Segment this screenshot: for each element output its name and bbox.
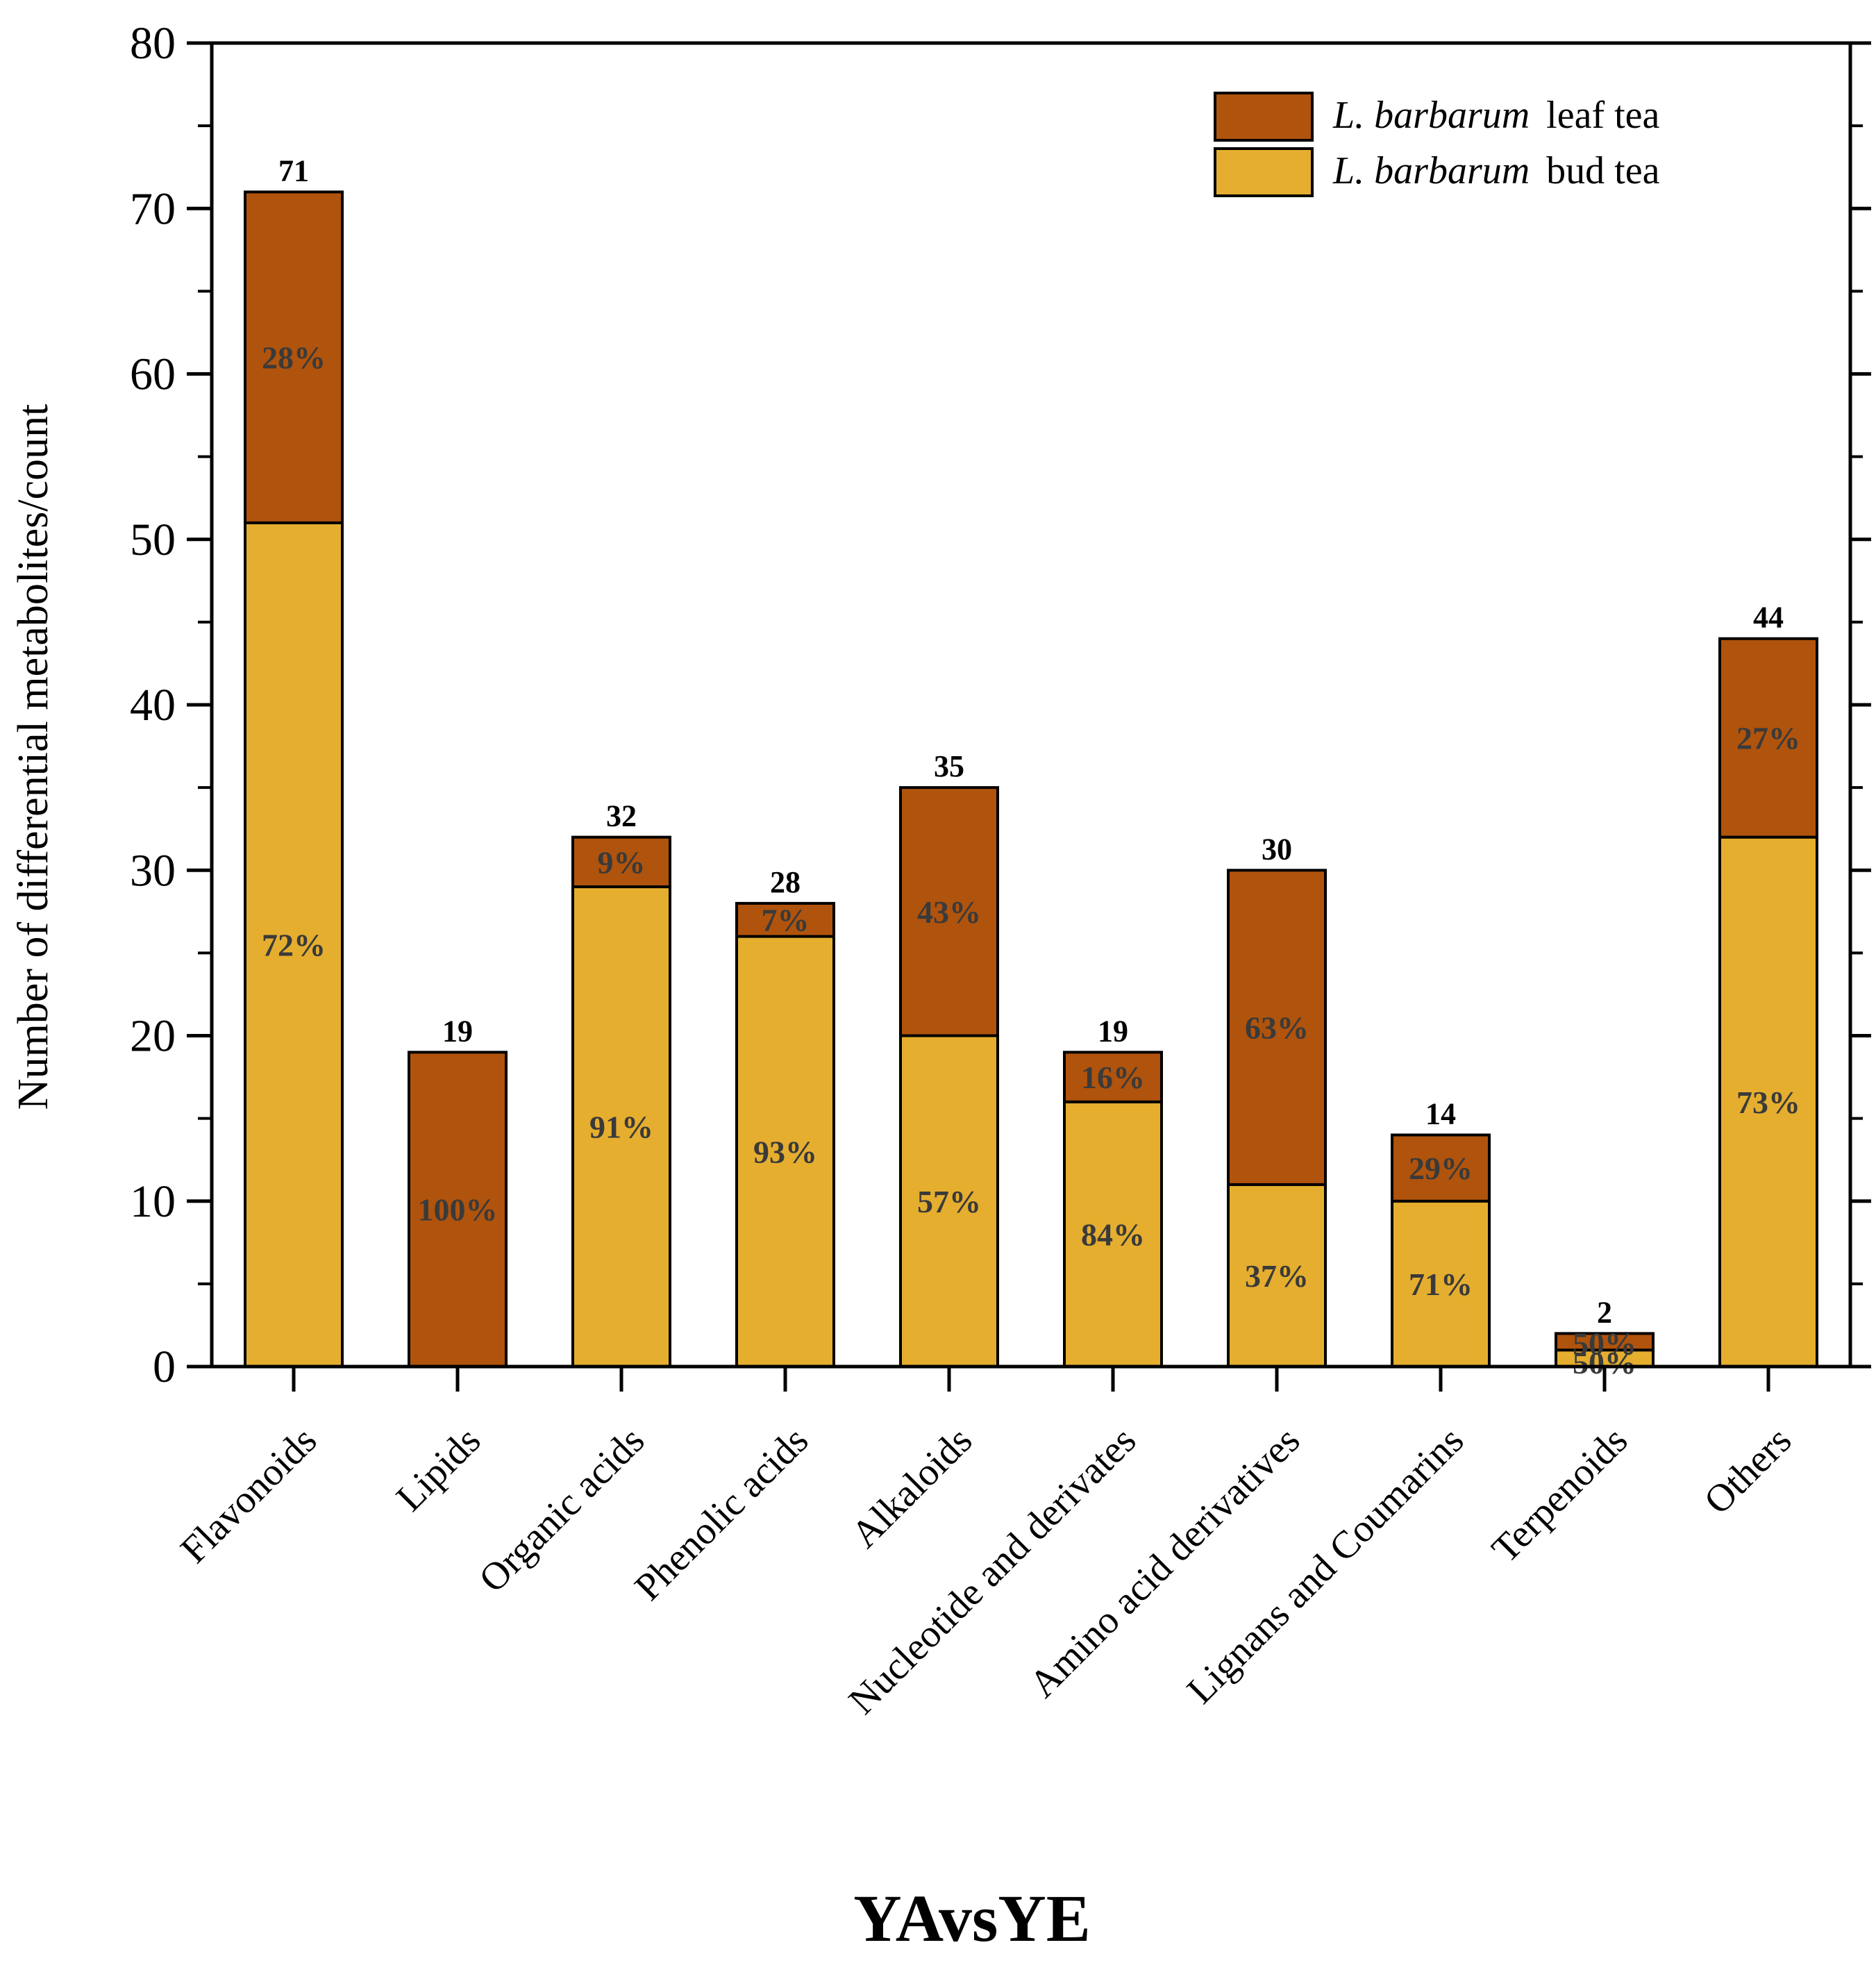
legend-species: L. barbarum <box>1332 94 1530 137</box>
y-tick-label: 50 <box>130 515 176 565</box>
percent-label-leaf: 100% <box>418 1192 498 1228</box>
percent-label-bud: 93% <box>753 1134 817 1169</box>
tick-layer: 0 10 20 30 40 50 60 70 80 Flavonoids LipidsOrganic… <box>130 18 1871 1723</box>
x-tick-label: Others <box>1696 1419 1800 1522</box>
total-label: 2 <box>1597 1295 1612 1329</box>
total-label: 19 <box>442 1014 473 1048</box>
percent-label-bud: 50% <box>1573 1345 1636 1380</box>
percent-label-bud: 57% <box>917 1184 981 1219</box>
bar-leaf-tea <box>899 786 999 1037</box>
y-tick-label: 40 <box>130 680 176 731</box>
percent-label-bud: 71% <box>1409 1267 1473 1302</box>
percent-label-leaf: 7% <box>762 903 810 938</box>
bar-bud-tea <box>571 885 671 1368</box>
percent-label-bud: 37% <box>1245 1258 1309 1294</box>
bar-bud-tea <box>1227 1183 1327 1369</box>
percent-label-leaf: 27% <box>1736 721 1800 756</box>
y-tick-label: 10 <box>130 1176 176 1227</box>
bar-leaf-tea <box>1063 1051 1163 1103</box>
x-tick-label: Phenolic acids <box>627 1419 817 1609</box>
total-label: 71 <box>278 153 309 187</box>
x-tick-label: Nucleotide and derivates <box>841 1419 1144 1722</box>
y-tick-label: 20 <box>130 1011 176 1062</box>
y-tick-label: 70 <box>130 183 176 234</box>
percent-label-bud: 72% <box>262 927 326 962</box>
bar-leaf-tea <box>1718 637 1818 839</box>
legend-species: L. barbarum <box>1332 149 1530 192</box>
legend: L. barbarum leaf tea L. barbarum bud tea <box>1214 92 1660 197</box>
legend-suffix: leaf tea <box>1546 94 1659 137</box>
x-tick-label: Alkaloids <box>843 1419 980 1556</box>
bar-bud-tea <box>899 1034 999 1368</box>
y-tick-label: 30 <box>130 845 176 896</box>
x-tick-label: Lignans and Coumarins <box>1179 1419 1472 1712</box>
percent-label-bud: 91% <box>589 1110 653 1145</box>
total-label: 14 <box>1425 1096 1456 1130</box>
percent-label-bud: 73% <box>1736 1085 1800 1120</box>
percent-label-leaf: 28% <box>262 340 326 376</box>
percent-label-bud: 84% <box>1081 1217 1145 1252</box>
axes-layer <box>210 41 1852 1369</box>
bar-leaf-tea <box>1391 1133 1491 1203</box>
x-tick-label: Amino acid derivatives <box>1021 1419 1308 1705</box>
bar-bud-tea <box>244 521 344 1368</box>
legend-item-leaf-tea-swatch <box>1214 92 1314 142</box>
bar-leaf-tea <box>408 1051 508 1368</box>
chart-title: YAvsYE <box>853 1881 1090 1955</box>
x-tick-label: Lipids <box>388 1419 489 1519</box>
bar-bud-tea <box>735 935 835 1369</box>
total-label: 30 <box>1262 832 1292 866</box>
y-tick-label: 60 <box>130 349 176 400</box>
total-label: 44 <box>1753 601 1784 635</box>
bar-bud-tea <box>1063 1100 1163 1369</box>
data-labels-layer: 71 72% 28% 19 100% 32 91% 9% 28 93% 7% 35 57% 43% 19 84… <box>262 153 1800 1380</box>
total-label: 35 <box>934 749 964 783</box>
legend-item-bud-tea-swatch <box>1214 147 1314 197</box>
total-label: 19 <box>1098 1014 1128 1048</box>
bar-leaf-tea <box>244 190 344 524</box>
percent-label-leaf: 63% <box>1245 1010 1309 1046</box>
y-tick-label: 0 <box>153 1342 176 1392</box>
percent-label-leaf: 16% <box>1081 1060 1145 1095</box>
legend-suffix: bud tea <box>1546 149 1659 192</box>
legend-item-leaf-tea: L. barbarum leaf tea <box>1332 94 1660 137</box>
bar-leaf-tea <box>571 835 671 889</box>
x-tick-label: Terpenoids <box>1484 1419 1636 1571</box>
bars-layer <box>244 190 1818 1369</box>
legend-item-bud-tea: L. barbarum bud tea <box>1332 149 1660 192</box>
total-label: 28 <box>770 865 801 899</box>
percent-label-leaf: 43% <box>917 894 981 930</box>
percent-label-leaf: 50% <box>1573 1326 1636 1361</box>
x-tick-label: Flavonoids <box>172 1419 325 1571</box>
y-axis-label: Number of differential metabolites/count <box>10 404 57 1110</box>
percent-label-leaf: 9% <box>598 844 646 880</box>
bar-leaf-tea <box>1555 1332 1655 1352</box>
total-label: 32 <box>606 799 637 833</box>
x-tick-label: Organic acids <box>471 1419 653 1601</box>
y-tick-label: 80 <box>130 18 176 69</box>
bar-leaf-tea <box>1227 869 1327 1186</box>
percent-label-leaf: 29% <box>1409 1151 1473 1186</box>
bar-leaf-tea <box>735 901 835 938</box>
